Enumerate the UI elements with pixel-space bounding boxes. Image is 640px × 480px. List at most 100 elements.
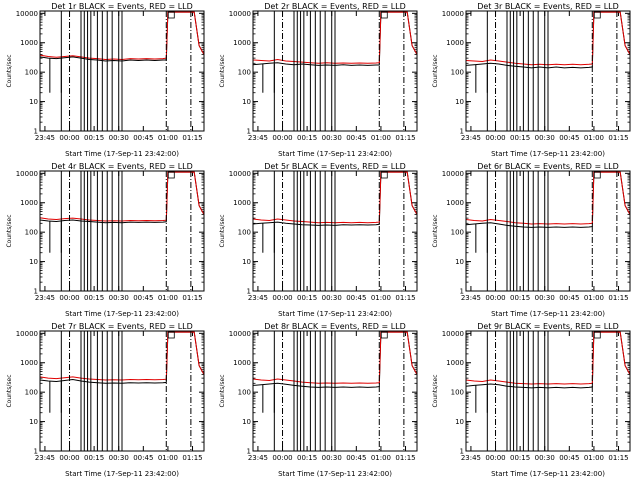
chart-title: Det 4r BLACK = Events, RED = LLD: [51, 162, 193, 171]
x-tick-label: 01:15: [608, 134, 628, 142]
plot-frame: [39, 10, 205, 132]
y-tick-label: 1: [460, 288, 464, 296]
x-tick-label: 01:15: [395, 134, 415, 142]
saturation-marker: [380, 11, 388, 19]
y-tick-label: 10000: [442, 170, 464, 178]
chart-title: Det 9r BLACK = Events, RED = LLD: [477, 322, 619, 331]
detector-panel-2: Det 2r BLACK = Events, RED = LLD Counts/s…: [213, 0, 426, 160]
y-tick-label: 100: [25, 389, 38, 397]
x-tick-label: 23:45: [461, 454, 481, 462]
chart-svg: Det 6r BLACK = Events, RED = LLD Counts/s…: [432, 162, 631, 318]
y-tick-label: 10000: [16, 330, 38, 338]
x-tick-label: 00:30: [322, 454, 342, 462]
x-tick-label: 00:45: [559, 454, 579, 462]
y-tick-label: 100: [238, 389, 251, 397]
chart-svg: Det 4r BLACK = Events, RED = LLD Counts/s…: [6, 162, 205, 318]
x-tick-label: 23:45: [248, 454, 268, 462]
x-tick-label: 00:00: [59, 294, 79, 302]
x-tick-label: 01:00: [371, 134, 391, 142]
y-tick-label: 10: [29, 418, 38, 426]
y-tick-label: 1: [460, 448, 464, 456]
x-tick-label: 23:45: [461, 294, 481, 302]
y-tick-label: 100: [25, 69, 38, 77]
chart-title: Det 3r BLACK = Events, RED = LLD: [477, 2, 619, 11]
x-tick-label: 00:30: [535, 454, 555, 462]
x-axis-label: Start Time (17-Sep-11 23:42:00): [278, 470, 392, 478]
y-tick-label: 1: [34, 128, 38, 136]
x-axis-label: Start Time (17-Sep-11 23:42:00): [491, 310, 605, 318]
x-tick-label: 01:00: [158, 454, 178, 462]
x-tick-label: 00:00: [485, 454, 505, 462]
y-axis-label: Counts/sec: [432, 214, 439, 247]
x-axis-label: Start Time (17-Sep-11 23:42:00): [491, 150, 605, 158]
chart-svg: Det 9r BLACK = Events, RED = LLD Counts/s…: [432, 322, 631, 478]
y-tick-label: 1000: [20, 39, 38, 47]
y-tick-label: 100: [451, 229, 464, 237]
chart-title: Det 5r BLACK = Events, RED = LLD: [264, 162, 406, 171]
saturation-marker: [593, 331, 601, 339]
y-tick-label: 10000: [442, 10, 464, 18]
saturation-marker: [167, 171, 175, 179]
chart-title: Det 6r BLACK = Events, RED = LLD: [477, 162, 619, 171]
plot-frame: [252, 170, 418, 292]
x-tick-label: 00:15: [84, 134, 104, 142]
x-tick-label: 00:45: [559, 294, 579, 302]
plot-frame: [465, 10, 631, 132]
chart-svg: Det 8r BLACK = Events, RED = LLD Counts/s…: [219, 322, 418, 478]
x-tick-label: 00:30: [322, 134, 342, 142]
y-axis-label: Counts/sec: [432, 374, 439, 407]
plot-frame: [465, 170, 631, 292]
x-tick-label: 00:15: [510, 134, 530, 142]
detector-panel-9: Det 9r BLACK = Events, RED = LLD Counts/s…: [426, 320, 639, 480]
y-axis-label: Counts/sec: [432, 54, 439, 87]
x-tick-label: 00:30: [535, 294, 555, 302]
x-tick-label: 01:15: [182, 134, 202, 142]
y-axis-label: Counts/sec: [219, 374, 226, 407]
detector-panel-7: Det 7r BLACK = Events, RED = LLD Counts/s…: [0, 320, 213, 480]
x-tick-label: 01:15: [608, 294, 628, 302]
chart-title: Det 2r BLACK = Events, RED = LLD: [264, 2, 406, 11]
saturation-marker: [593, 11, 601, 19]
y-axis-label: Counts/sec: [6, 374, 13, 407]
y-tick-label: 1000: [233, 199, 251, 207]
detector-panel-5: Det 5r BLACK = Events, RED = LLD Counts/s…: [213, 160, 426, 320]
x-axis-label: Start Time (17-Sep-11 23:42:00): [278, 310, 392, 318]
x-tick-label: 00:00: [485, 294, 505, 302]
plot-frame: [252, 330, 418, 452]
x-tick-label: 00:00: [272, 454, 292, 462]
chart-svg: Det 2r BLACK = Events, RED = LLD Counts/s…: [219, 2, 418, 158]
x-axis-label: Start Time (17-Sep-11 23:42:00): [65, 310, 179, 318]
plot-frame: [252, 10, 418, 132]
x-tick-label: 23:45: [35, 294, 55, 302]
y-tick-label: 1: [247, 448, 251, 456]
x-axis-label: Start Time (17-Sep-11 23:42:00): [65, 150, 179, 158]
x-tick-label: 01:00: [584, 134, 604, 142]
y-tick-label: 10: [455, 258, 464, 266]
y-tick-label: 1: [247, 288, 251, 296]
x-tick-label: 23:45: [461, 134, 481, 142]
y-axis-label: Counts/sec: [219, 54, 226, 87]
x-tick-label: 00:00: [485, 134, 505, 142]
lld-series-line: [39, 171, 205, 222]
chart-svg: Det 1r BLACK = Events, RED = LLD Counts/s…: [6, 2, 205, 158]
y-tick-label: 1: [460, 128, 464, 136]
x-tick-label: 00:15: [297, 454, 317, 462]
y-axis-label: Counts/sec: [6, 54, 13, 87]
x-tick-label: 00:30: [109, 294, 129, 302]
lld-series-line: [465, 331, 631, 385]
lld-series-line: [39, 11, 205, 61]
y-tick-label: 10000: [442, 330, 464, 338]
lld-series-line: [252, 171, 418, 224]
y-tick-label: 100: [451, 389, 464, 397]
saturation-marker: [167, 331, 175, 339]
x-tick-label: 00:15: [297, 294, 317, 302]
x-tick-label: 00:15: [84, 454, 104, 462]
x-axis-label: Start Time (17-Sep-11 23:42:00): [491, 470, 605, 478]
y-tick-label: 1000: [446, 39, 464, 47]
saturation-marker: [593, 171, 601, 179]
y-tick-label: 100: [238, 229, 251, 237]
x-tick-label: 01:00: [371, 454, 391, 462]
saturation-marker: [380, 331, 388, 339]
x-axis-label: Start Time (17-Sep-11 23:42:00): [278, 150, 392, 158]
